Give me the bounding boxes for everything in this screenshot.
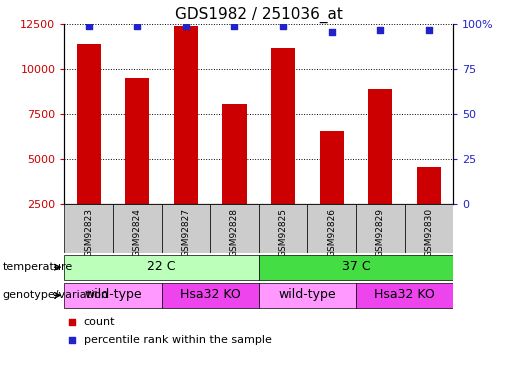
FancyBboxPatch shape (113, 204, 162, 253)
Text: GSM92824: GSM92824 (133, 208, 142, 257)
Point (376, 27, 384, 33)
Text: GSM92823: GSM92823 (84, 208, 93, 257)
Point (279, 23, 287, 29)
Point (133, 23, 142, 29)
FancyBboxPatch shape (259, 255, 453, 280)
FancyBboxPatch shape (356, 283, 453, 308)
FancyBboxPatch shape (307, 204, 356, 253)
FancyBboxPatch shape (210, 204, 259, 253)
FancyBboxPatch shape (356, 204, 405, 253)
Point (230, 23, 238, 29)
Text: Hsa32 KO: Hsa32 KO (374, 288, 435, 301)
FancyBboxPatch shape (162, 283, 259, 308)
Text: GSM92828: GSM92828 (230, 208, 239, 257)
Title: GDS1982 / 251036_at: GDS1982 / 251036_at (175, 7, 342, 23)
Point (325, 97, 334, 103)
Text: wild-type: wild-type (84, 288, 142, 301)
Bar (319, 130, 344, 249)
Text: 37 C: 37 C (341, 260, 370, 273)
Point (325, 266, 334, 272)
Text: Hsa32 KO: Hsa32 KO (180, 288, 241, 301)
Text: GSM92830: GSM92830 (424, 208, 434, 257)
Point (328, 28, 336, 34)
Text: genotype/variation: genotype/variation (3, 290, 109, 300)
Text: GSM92829: GSM92829 (376, 208, 385, 257)
Bar (271, 48, 295, 249)
Text: count: count (84, 316, 115, 327)
Bar (368, 89, 392, 249)
Bar (222, 104, 247, 249)
Bar (417, 166, 441, 249)
Text: wild-type: wild-type (279, 288, 336, 301)
FancyBboxPatch shape (64, 204, 113, 253)
Bar (174, 26, 198, 249)
FancyBboxPatch shape (259, 204, 307, 253)
Bar (77, 44, 101, 249)
Bar (125, 78, 149, 249)
FancyBboxPatch shape (64, 283, 162, 308)
Text: percentile rank within the sample: percentile rank within the sample (84, 335, 272, 345)
Point (425, 27, 433, 33)
FancyBboxPatch shape (405, 204, 453, 253)
Text: GSM92826: GSM92826 (327, 208, 336, 257)
FancyBboxPatch shape (162, 204, 210, 253)
FancyBboxPatch shape (64, 255, 259, 280)
Point (84, 23, 93, 29)
Text: GSM92827: GSM92827 (181, 208, 191, 257)
Text: temperature: temperature (3, 262, 73, 272)
Point (182, 23, 190, 29)
FancyBboxPatch shape (259, 283, 356, 308)
Text: GSM92825: GSM92825 (279, 208, 287, 257)
Text: 22 C: 22 C (147, 260, 176, 273)
